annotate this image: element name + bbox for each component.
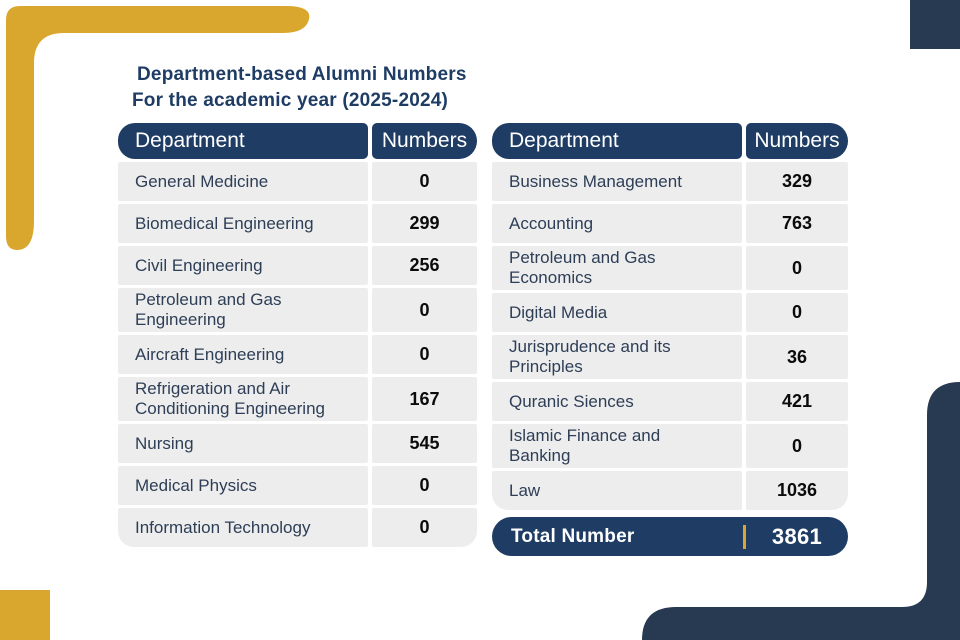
table-row: Petroleum and Gas Engineering 0 — [118, 288, 477, 332]
alumni-table-left: Department Numbers General Medicine 0 Bi… — [118, 123, 477, 547]
department-column-header: Department — [118, 123, 368, 159]
department-name: Digital Media — [492, 293, 742, 332]
alumni-table-right: Department Numbers Business Management 3… — [492, 123, 848, 556]
total-label: Total Number — [511, 525, 635, 547]
table-row: Quranic Siences 421 — [492, 382, 848, 421]
table-row: Information Technology 0 — [118, 508, 477, 547]
department-name: Biomedical Engineering — [118, 204, 368, 243]
table-row: Nursing 545 — [118, 424, 477, 463]
alumni-count: 0 — [372, 508, 477, 547]
department-name: Medical Physics — [118, 466, 368, 505]
alumni-count: 167 — [372, 377, 477, 421]
table-header-row: Department Numbers — [492, 123, 848, 159]
table-row: General Medicine 0 — [118, 162, 477, 201]
table-row: Medical Physics 0 — [118, 466, 477, 505]
department-name: Islamic Finance and Banking — [492, 424, 742, 468]
table-row: Accounting 763 — [492, 204, 848, 243]
alumni-count: 256 — [372, 246, 477, 285]
page-title: Department-based Alumni Numbers For the … — [132, 62, 467, 114]
numbers-column-header: Numbers — [746, 123, 848, 159]
alumni-count: 299 — [372, 204, 477, 243]
alumni-count: 0 — [746, 424, 848, 468]
title-line-2: For the academic year (2025-2024) — [132, 90, 449, 111]
alumni-count: 0 — [372, 162, 477, 201]
table-row: Biomedical Engineering 299 — [118, 204, 477, 243]
alumni-count: 0 — [746, 246, 848, 290]
table-header-row: Department Numbers — [118, 123, 477, 159]
alumni-count: 0 — [372, 288, 477, 332]
table-row: Law 1036 — [492, 471, 848, 510]
department-name: Petroleum and Gas Economics — [492, 246, 742, 290]
alumni-count: 421 — [746, 382, 848, 421]
department-name: Nursing — [118, 424, 368, 463]
department-name: Law — [492, 471, 742, 510]
alumni-count: 1036 — [746, 471, 848, 510]
department-name: Petroleum and Gas Engineering — [118, 288, 368, 332]
table-row: Jurisprudence and its Principles 36 — [492, 335, 848, 379]
department-name: Quranic Siences — [492, 382, 742, 421]
title-line-1: Department-based Alumni Numbers — [137, 64, 467, 85]
alumni-count: 36 — [746, 335, 848, 379]
department-name: Business Management — [492, 162, 742, 201]
table-row: Islamic Finance and Banking 0 — [492, 424, 848, 468]
table-row: Digital Media 0 — [492, 293, 848, 332]
table-row: Aircraft Engineering 0 — [118, 335, 477, 374]
total-divider — [743, 524, 746, 549]
alumni-count: 545 — [372, 424, 477, 463]
department-name: General Medicine — [118, 162, 368, 201]
alumni-count: 0 — [746, 293, 848, 332]
total-row: Total Number 3861 — [492, 517, 848, 556]
total-value: 3861 — [771, 523, 823, 549]
numbers-column-header: Numbers — [372, 123, 477, 159]
corner-accent-top-right — [910, 0, 960, 49]
table-row: Civil Engineering 256 — [118, 246, 477, 285]
department-name: Civil Engineering — [118, 246, 368, 285]
alumni-count: 0 — [372, 466, 477, 505]
alumni-count: 329 — [746, 162, 848, 201]
table-row: Petroleum and Gas Economics 0 — [492, 246, 848, 290]
department-name: Information Technology — [118, 508, 368, 547]
department-name: Accounting — [492, 204, 742, 243]
department-name: Refrigeration and Air Conditioning Engin… — [118, 377, 368, 421]
alumni-count: 763 — [746, 204, 848, 243]
department-name: Jurisprudence and its Principles — [492, 335, 742, 379]
corner-accent-bottom-left — [0, 590, 50, 640]
department-column-header: Department — [492, 123, 742, 159]
table-row: Business Management 329 — [492, 162, 848, 201]
table-row: Refrigeration and Air Conditioning Engin… — [118, 377, 477, 421]
alumni-count: 0 — [372, 335, 477, 374]
department-name: Aircraft Engineering — [118, 335, 368, 374]
